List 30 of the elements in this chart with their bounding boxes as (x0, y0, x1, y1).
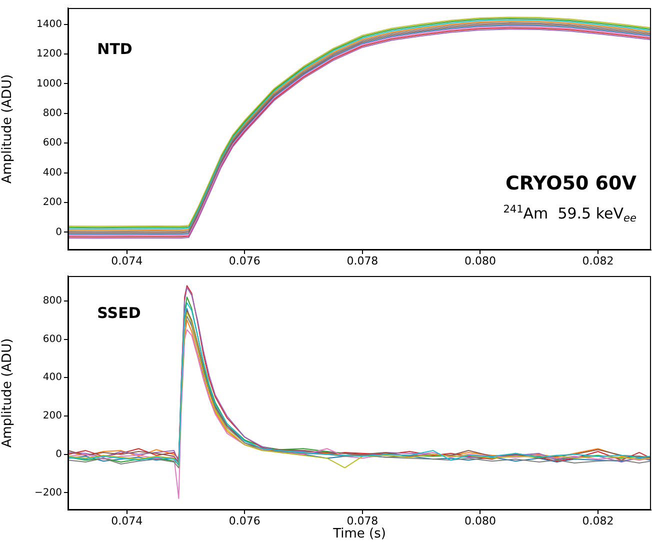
y-tick-label: 1000 (36, 78, 62, 90)
annotation: SSED (97, 304, 141, 322)
x-tick-label: 0.080 (464, 514, 496, 528)
y-tick-label: 200 (42, 197, 62, 208)
y-tick-label: 400 (42, 372, 62, 384)
x-tick-label: 0.082 (582, 254, 614, 268)
x-tick-label: 0.074 (111, 514, 143, 528)
x-tick-label: 0.078 (346, 514, 378, 528)
y-tick-label: 600 (42, 334, 62, 345)
y-tick-label: 800 (42, 296, 62, 307)
y-axis-title: Amplitude (ADU) (0, 338, 16, 448)
y-tick-label: 400 (42, 167, 62, 178)
y-tick-label: 800 (42, 108, 62, 120)
x-tick-label: 0.074 (111, 254, 143, 268)
y-tick-label: −200 (34, 487, 62, 498)
y-tick-label: 0 (56, 448, 62, 460)
annotation: NTD (97, 40, 132, 58)
x-tick-label: 0.076 (228, 254, 260, 268)
x-tick-label: 0.076 (228, 514, 260, 528)
y-tick-label: 1400 (36, 18, 62, 30)
x-axis-title: Time (s) (332, 526, 386, 542)
y-tick-label: 1200 (36, 48, 62, 60)
y-tick-label: 600 (42, 138, 62, 149)
x-tick-label: 0.078 (346, 254, 378, 268)
x-tick-label: 0.080 (464, 254, 496, 268)
y-tick-label: 200 (42, 410, 62, 422)
annotation: CRYO50 60V (505, 172, 637, 194)
x-tick-label: 0.082 (582, 514, 614, 528)
y-axis-title: Amplitude (ADU) (0, 74, 16, 184)
y-tick-label: 0 (56, 226, 62, 238)
